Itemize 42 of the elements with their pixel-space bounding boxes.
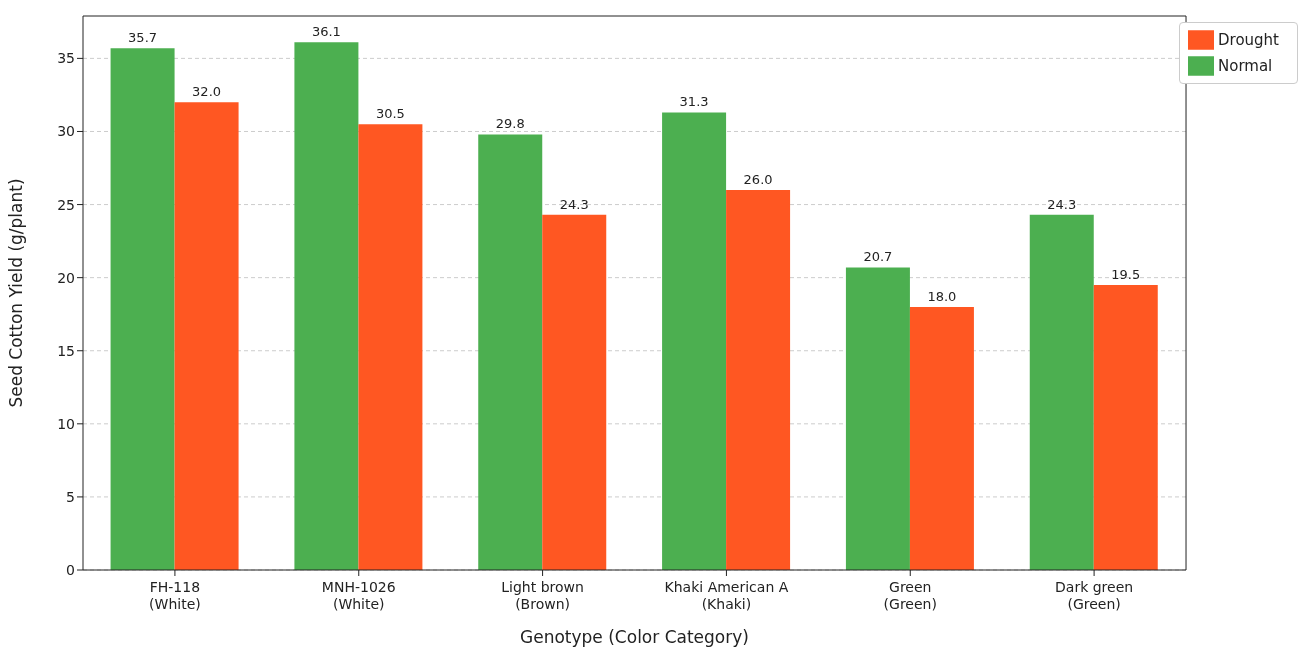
x-tick-label: Khaki American A (Khaki) [664,579,789,612]
bar [110,48,175,570]
bar [294,42,359,570]
bar [1093,284,1158,570]
y-tick-label: 15 [57,342,75,359]
x-tick-label: Light brown (Brown) [501,579,584,612]
x-tick-label: MNH-1026 (White) [321,579,396,612]
y-tick-label: 20 [57,269,75,286]
bar [542,214,607,570]
y-axis-title: Seed Cotton Yield (g/plant) [6,178,27,408]
data-label: 31.3 [679,94,709,110]
bar [726,189,791,570]
data-label: 29.8 [495,116,525,132]
y-tick-label: 25 [57,196,75,213]
x-tick-label: Green (Green) [883,579,937,612]
y-tick-label: 0 [66,561,75,578]
x-tick-label: Dark green (Green) [1055,579,1134,612]
data-label: 18.0 [927,288,957,304]
bar [845,267,910,570]
bar [174,102,239,570]
legend-label: Normal [1218,56,1273,75]
x-axis-title: Genotype (Color Category) [520,627,749,647]
bar [909,306,974,570]
data-label: 36.1 [311,24,341,40]
bar [358,124,423,570]
data-label: 35.7 [128,30,158,46]
data-label: 19.5 [1111,266,1141,282]
y-tick-label: 10 [57,415,75,432]
y-tick-label: 5 [66,488,75,505]
x-tick-label: FH-118 (White) [149,579,201,612]
y-tick-label: 30 [57,123,75,140]
y-tick-label: 35 [57,50,75,67]
bar [478,134,543,570]
data-label: 20.7 [863,249,893,265]
bar [1029,214,1094,570]
data-label: 30.5 [375,106,405,122]
bar [662,112,727,570]
data-label: 32.0 [192,84,222,100]
legend-label: Drought [1218,30,1279,49]
data-label: 24.3 [559,196,589,212]
data-label: 24.3 [1047,196,1077,212]
data-label: 26.0 [743,171,773,187]
